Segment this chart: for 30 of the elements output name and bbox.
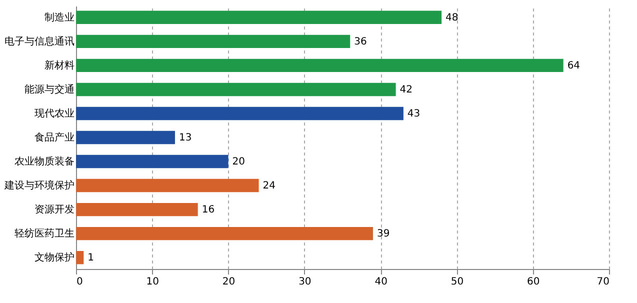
y-tick-label: 食品产业 [34, 132, 74, 144]
data-label: 64 [567, 60, 580, 72]
y-tick-label: 资源开发 [34, 204, 74, 216]
data-label: 1 [88, 252, 94, 264]
y-tick-label: 轻纺医药卫生 [14, 228, 74, 240]
data-label: 16 [202, 204, 215, 216]
y-tick-label: 能源与交通 [24, 83, 74, 96]
data-label: 42 [400, 84, 413, 96]
data-label: 24 [262, 180, 276, 192]
x-tick-label: 30 [298, 276, 312, 288]
data-label: 39 [376, 228, 390, 240]
y-tick-label: 电子与信息通讯 [4, 35, 74, 48]
y-tick-label: 建设与环境保护 [4, 180, 74, 192]
y-tick-label: 文物保护 [34, 252, 74, 264]
x-tick-label: 0 [76, 276, 83, 288]
y-tick-label: 农业物质装备 [14, 156, 74, 168]
data-label: 36 [354, 36, 367, 48]
y-tick-label: 制造业 [44, 11, 74, 24]
y-tick-label: 现代农业 [34, 107, 74, 120]
data-label: 48 [445, 12, 458, 24]
data-label: 20 [232, 156, 246, 168]
x-tick-label: 20 [222, 276, 236, 288]
x-tick-label: 70 [596, 276, 610, 288]
y-tick-label: 新材料 [44, 59, 74, 72]
data-label: 13 [178, 132, 192, 144]
x-tick-label: 10 [146, 276, 160, 288]
x-tick-label: 50 [450, 276, 464, 288]
x-tick-label: 40 [374, 276, 388, 288]
x-tick-label: 60 [526, 276, 540, 288]
data-label: 43 [407, 108, 420, 120]
